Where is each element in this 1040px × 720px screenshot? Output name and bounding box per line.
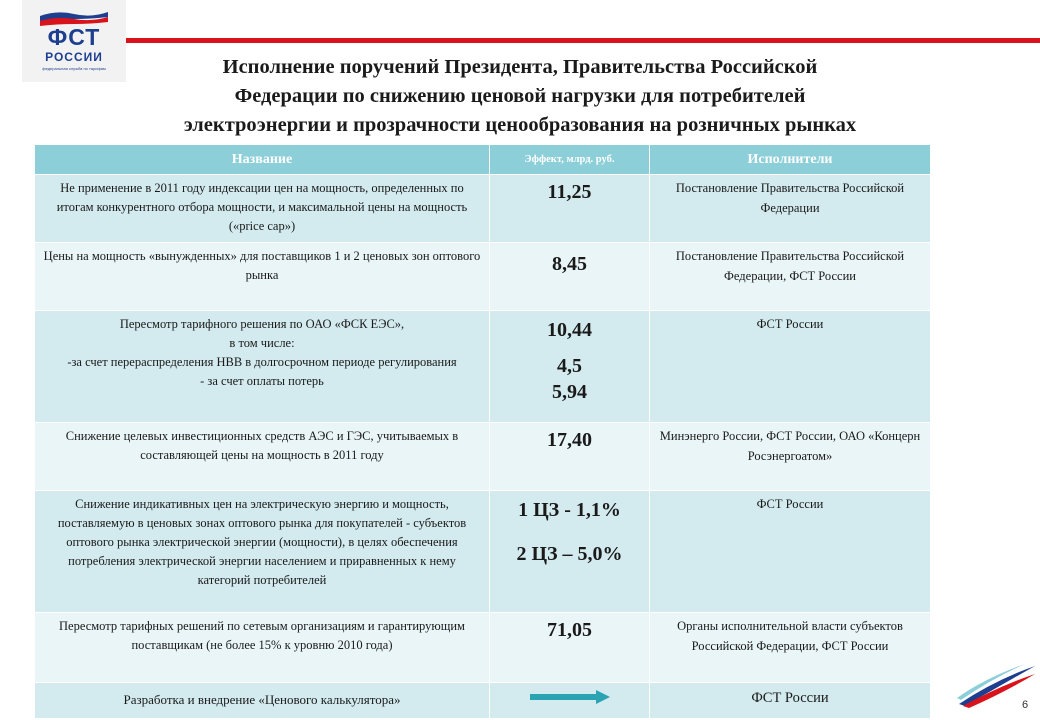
logo-country: РОССИИ [45, 50, 103, 64]
measure-effect: 1 ЦЗ - 1,1% 2 ЦЗ – 5,0% [489, 490, 650, 613]
measure-name: Пересмотр тарифных решений по сетевым ор… [34, 612, 490, 683]
table-row: Пересмотр тарифных решений по сетевым ор… [34, 612, 931, 683]
slide-title-line: Федерации по снижению ценовой нагрузки д… [234, 85, 806, 107]
measure-effect: 11,25 [489, 174, 650, 243]
measure-name: Цены на мощность «вынужденных» для поста… [34, 242, 490, 311]
table-row: Не применение в 2011 году индексации цен… [34, 174, 931, 243]
measure-name: Снижение индикативных цен на электрическ… [34, 490, 490, 613]
measure-executors: Постановление Правительства Российской Ф… [649, 242, 931, 311]
effect-zone: 1 ЦЗ - 1,1% [518, 499, 621, 521]
slide-title: Исполнение поручений Президента, Правите… [80, 53, 960, 140]
measure-executors: ФСТ России [649, 490, 931, 613]
measure-executors: ФСТ России [649, 310, 931, 423]
measure-effect [489, 682, 650, 719]
column-header-executors: Исполнители [649, 144, 931, 175]
column-header-effect: Эффект, млрд. руб. [489, 144, 650, 175]
fst-logo: ФСТ РОССИИ федеральная служба по тарифам [22, 0, 126, 82]
measure-executors: Минэнерго России, ФСТ России, ОАО «Конце… [649, 422, 931, 491]
table-row: Разработка и внедрение «Ценового калькул… [34, 682, 931, 719]
measure-effect: 8,45 [489, 242, 650, 311]
measure-name-line: Пересмотр тарифного решения по ОАО «ФСК … [119, 317, 405, 331]
effect-part: 4,5 [557, 355, 582, 377]
measure-effect: 71,05 [489, 612, 650, 683]
slide-title-line: Исполнение поручений Президента, Правите… [222, 56, 818, 78]
measure-name: Не применение в 2011 году индексации цен… [34, 174, 490, 243]
measure-effect: 10,44 4,5 5,94 [489, 310, 650, 423]
measure-name: Пересмотр тарифного решения по ОАО «ФСК … [34, 310, 490, 423]
arrow-right-icon [529, 690, 610, 704]
measure-name-line: в том числе: [229, 336, 295, 350]
table-row: Снижение индикативных цен на электрическ… [34, 490, 931, 613]
measure-name: Снижение целевых инвестиционных средств … [34, 422, 490, 491]
table-row: Пересмотр тарифного решения по ОАО «ФСК … [34, 310, 931, 423]
table-row: Снижение целевых инвестиционных средств … [34, 422, 931, 491]
logo-abbreviation: ФСТ [47, 24, 101, 50]
effect-part: 5,94 [552, 381, 587, 403]
measure-executors: Постановление Правительства Российской Ф… [649, 174, 931, 243]
slide-title-line: электроэнергии и прозрачности ценообразо… [183, 114, 857, 136]
logo-tagline: федеральная служба по тарифам [42, 66, 106, 71]
measures-table: Название Эффект, млрд. руб. Исполнители … [34, 144, 931, 719]
table-header-row: Название Эффект, млрд. руб. Исполнители [34, 144, 931, 175]
table-row: Цены на мощность «вынужденных» для поста… [34, 242, 931, 311]
column-header-name: Название [34, 144, 490, 175]
flag-wave-icon [40, 12, 108, 26]
measure-name-line: - за счет оплаты потерь [200, 374, 324, 388]
effect-zone: 2 ЦЗ – 5,0% [516, 543, 623, 565]
header-red-line [126, 38, 1040, 43]
page-number: 6 [1022, 699, 1029, 711]
measure-name: Разработка и внедрение «Ценового калькул… [34, 682, 490, 719]
effect-total: 10,44 [547, 319, 592, 341]
measure-executors: ФСТ России [649, 682, 931, 719]
swoosh-logo-icon [957, 664, 1035, 708]
measure-effect: 17,40 [489, 422, 650, 491]
measure-name-line: -за счет перераспределения НВВ в долгоср… [67, 355, 457, 369]
measure-executors: Органы исполнительной власти субъектов Р… [649, 612, 931, 683]
